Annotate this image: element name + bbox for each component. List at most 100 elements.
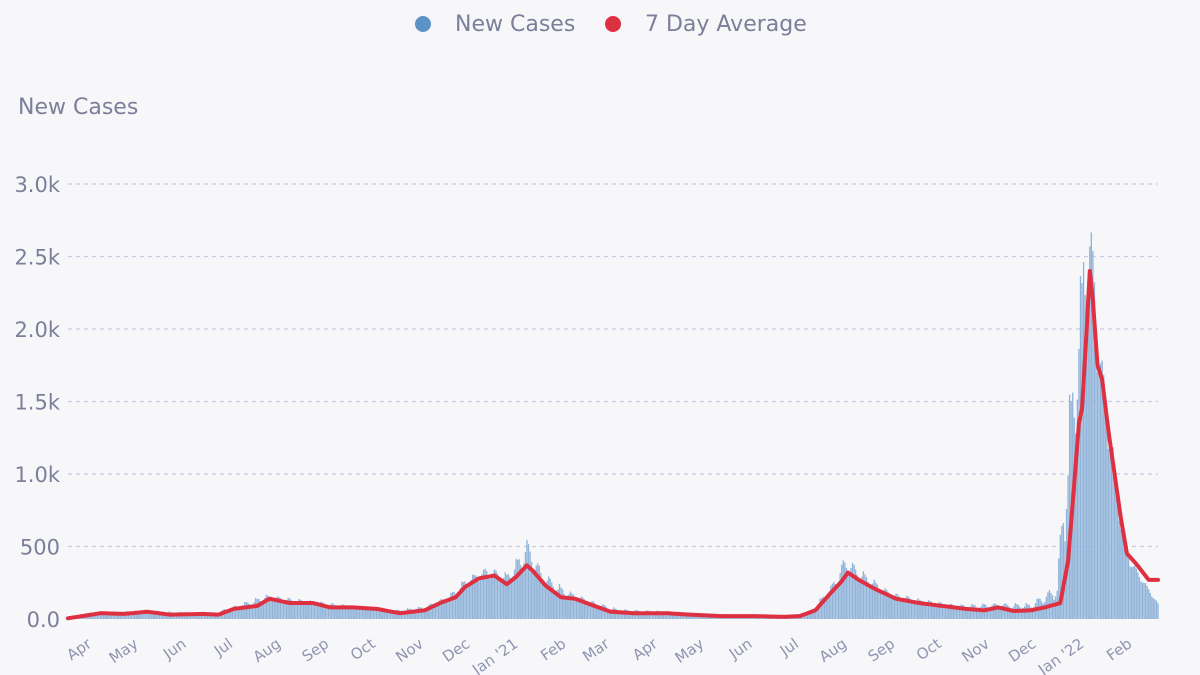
- new-cases-bar: [1005, 603, 1007, 619]
- new-cases-bar: [1123, 531, 1125, 619]
- new-cases-bar: [357, 607, 359, 619]
- x-tick-label: May: [106, 634, 142, 667]
- new-cases-bar: [313, 603, 316, 619]
- new-cases-bar: [811, 608, 813, 619]
- new-cases-bar: [965, 607, 967, 619]
- new-cases-bar: [639, 611, 641, 619]
- new-cases-bar: [999, 607, 1001, 619]
- new-cases-bar: [295, 602, 297, 619]
- new-cases-bar: [442, 599, 444, 619]
- new-cases-bar: [991, 605, 993, 619]
- new-cases-bar: [1078, 348, 1080, 619]
- new-cases-bar: [546, 580, 548, 619]
- new-cases-bar: [351, 606, 353, 619]
- new-cases-bar: [344, 605, 347, 619]
- new-cases-bar: [358, 608, 361, 619]
- new-cases-bar: [1130, 567, 1133, 619]
- new-cases-bar: [423, 609, 426, 619]
- new-cases-bar: [986, 607, 989, 619]
- x-tick-label: Jun: [159, 635, 189, 664]
- x-tick-label: Apr: [629, 634, 661, 664]
- new-cases-bar: [1053, 599, 1055, 619]
- new-cases-bar: [161, 612, 164, 619]
- new-cases-bar: [383, 610, 385, 619]
- new-cases-bar: [318, 603, 320, 619]
- new-cases-bar: [1031, 608, 1034, 619]
- new-cases-bar: [467, 586, 469, 619]
- new-cases-bar: [890, 597, 892, 619]
- new-cases-bar: [580, 596, 582, 619]
- new-cases-bar: [347, 608, 350, 619]
- x-tick-label: Nov: [392, 634, 426, 666]
- new-cases-bar: [535, 565, 537, 619]
- new-cases-bar: [961, 604, 964, 619]
- new-cases-bar: [923, 604, 925, 619]
- new-cases-bar: [420, 607, 423, 619]
- new-cases-bar: [287, 597, 289, 619]
- new-cases-bar: [934, 605, 936, 619]
- new-cases-bar: [977, 608, 979, 619]
- new-cases-bar: [262, 600, 265, 619]
- new-cases-bar: [806, 613, 809, 619]
- new-cases-bar: [1149, 593, 1151, 619]
- new-cases-bar: [473, 574, 475, 619]
- x-tick-label: Apr: [63, 634, 95, 664]
- new-cases-bar: [592, 601, 595, 619]
- legend-label-7-day-average: 7 Day Average: [645, 12, 807, 37]
- new-cases-bar: [1096, 372, 1099, 619]
- new-cases-bar: [278, 596, 280, 619]
- x-tick-label: Jan '22: [1034, 635, 1087, 675]
- x-tick-label: Jan '21: [468, 635, 521, 675]
- new-cases-bar: [307, 602, 309, 619]
- new-cases-bar: [1081, 283, 1083, 619]
- new-cases-bar: [873, 579, 875, 619]
- new-cases-bar: [1157, 603, 1159, 619]
- new-cases-bar: [290, 599, 292, 619]
- new-cases-bar: [825, 598, 827, 619]
- new-cases-bar: [665, 612, 668, 619]
- new-cases-bar: [112, 612, 114, 619]
- new-cases-bar: [96, 613, 99, 619]
- new-cases-bar: [1155, 600, 1158, 619]
- new-cases-bar: [628, 611, 630, 619]
- new-cases-bar: [529, 551, 531, 619]
- new-cases-bar: [944, 606, 947, 619]
- new-cases-bar: [462, 582, 465, 619]
- new-cases-bar: [1124, 539, 1127, 619]
- new-cases-bar: [422, 608, 424, 619]
- new-cases-bar: [199, 613, 201, 619]
- new-cases-bar: [830, 586, 832, 619]
- new-cases-bar: [1055, 596, 1057, 619]
- legend-item-new-cases[interactable]: New Cases: [415, 12, 575, 37]
- new-cases-bar: [560, 587, 562, 619]
- x-tick-label: Dec: [1005, 635, 1039, 666]
- new-cases-bar: [848, 571, 851, 619]
- new-cases-bar: [608, 610, 610, 619]
- new-cases-bar: [565, 597, 567, 619]
- legend-swatch-7-day-average: [605, 16, 621, 32]
- new-cases-bar: [653, 612, 655, 619]
- new-cases-bar: [95, 613, 97, 619]
- new-cases-bar: [951, 603, 953, 619]
- new-cases-bar: [526, 539, 528, 619]
- new-cases-bar: [389, 611, 392, 619]
- new-cases-bar: [684, 614, 686, 619]
- new-cases-bar: [456, 595, 458, 619]
- legend-item-7-day-average[interactable]: 7 Day Average: [605, 12, 807, 37]
- new-cases-bar: [378, 609, 381, 619]
- new-cases-bar: [854, 569, 857, 619]
- new-cases-bar: [520, 565, 522, 619]
- new-cases-bar: [293, 603, 296, 619]
- new-cases-bar: [864, 574, 866, 619]
- new-cases-bar: [256, 599, 258, 619]
- new-cases-bar: [309, 600, 311, 619]
- new-cases-bar: [541, 578, 544, 619]
- new-cases-bar: [876, 584, 879, 619]
- new-cases-bar: [272, 600, 274, 619]
- new-cases-bar: [103, 611, 105, 619]
- new-cases-bar: [532, 570, 534, 619]
- new-cases-bar: [844, 562, 846, 619]
- new-cases-bar: [509, 577, 511, 619]
- new-cases-bar: [165, 613, 167, 619]
- new-cases-bar: [104, 612, 106, 619]
